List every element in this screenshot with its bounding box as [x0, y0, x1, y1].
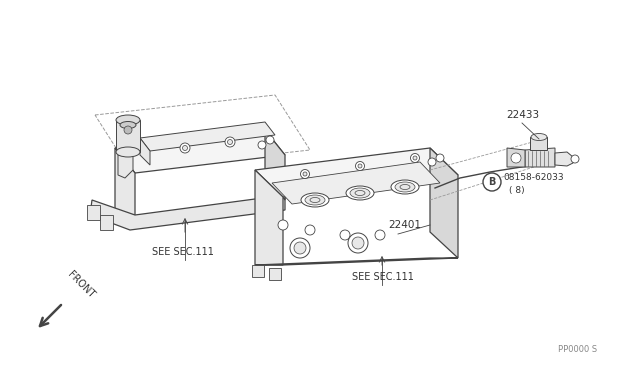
Text: PP0000 S: PP0000 S: [558, 345, 597, 354]
Circle shape: [348, 233, 368, 253]
Polygon shape: [525, 148, 555, 167]
Ellipse shape: [346, 186, 374, 200]
Ellipse shape: [395, 182, 415, 192]
Polygon shape: [255, 170, 283, 265]
Circle shape: [294, 242, 306, 254]
Circle shape: [428, 158, 436, 166]
Text: SEE SEC.111: SEE SEC.111: [152, 247, 214, 257]
Polygon shape: [140, 122, 275, 151]
Text: SEE SEC.111: SEE SEC.111: [352, 272, 414, 282]
Polygon shape: [430, 148, 458, 258]
Polygon shape: [555, 152, 573, 166]
Polygon shape: [265, 130, 285, 200]
Ellipse shape: [305, 195, 325, 205]
Text: 22401: 22401: [388, 220, 421, 230]
Polygon shape: [507, 148, 525, 167]
Circle shape: [290, 238, 310, 258]
Text: FRONT: FRONT: [66, 269, 97, 300]
Polygon shape: [118, 155, 133, 178]
Circle shape: [571, 155, 579, 163]
Circle shape: [375, 230, 385, 240]
Circle shape: [303, 172, 307, 176]
Ellipse shape: [531, 134, 547, 141]
Ellipse shape: [116, 115, 140, 125]
Ellipse shape: [310, 198, 320, 202]
Ellipse shape: [391, 180, 419, 194]
Text: 08158-62033: 08158-62033: [503, 173, 564, 182]
Ellipse shape: [355, 190, 365, 196]
Circle shape: [410, 154, 419, 163]
Text: ( 8): ( 8): [509, 186, 525, 195]
Circle shape: [301, 170, 310, 179]
Circle shape: [413, 156, 417, 160]
Polygon shape: [90, 195, 285, 230]
Circle shape: [355, 161, 365, 170]
Text: 22433: 22433: [506, 110, 539, 120]
Circle shape: [352, 237, 364, 249]
Circle shape: [227, 140, 232, 144]
Polygon shape: [116, 120, 140, 152]
Polygon shape: [115, 148, 135, 215]
Ellipse shape: [120, 122, 136, 128]
Polygon shape: [530, 137, 547, 150]
Ellipse shape: [350, 188, 370, 198]
Circle shape: [436, 154, 444, 162]
Polygon shape: [255, 148, 458, 197]
Polygon shape: [255, 258, 458, 265]
Circle shape: [182, 145, 188, 151]
Circle shape: [358, 164, 362, 168]
Ellipse shape: [116, 147, 140, 157]
Circle shape: [340, 230, 350, 240]
Polygon shape: [252, 265, 264, 277]
Polygon shape: [272, 162, 440, 204]
Circle shape: [124, 126, 132, 134]
Circle shape: [225, 137, 235, 147]
Text: B: B: [488, 177, 496, 187]
Polygon shape: [140, 138, 150, 165]
Polygon shape: [100, 215, 113, 230]
Circle shape: [305, 225, 315, 235]
Polygon shape: [269, 268, 281, 280]
Circle shape: [258, 141, 266, 149]
Ellipse shape: [400, 185, 410, 189]
Polygon shape: [115, 130, 285, 173]
Circle shape: [511, 153, 521, 163]
Polygon shape: [87, 205, 100, 220]
Circle shape: [483, 173, 501, 191]
Ellipse shape: [301, 193, 329, 207]
Circle shape: [180, 143, 190, 153]
Circle shape: [278, 220, 288, 230]
Circle shape: [266, 136, 274, 144]
